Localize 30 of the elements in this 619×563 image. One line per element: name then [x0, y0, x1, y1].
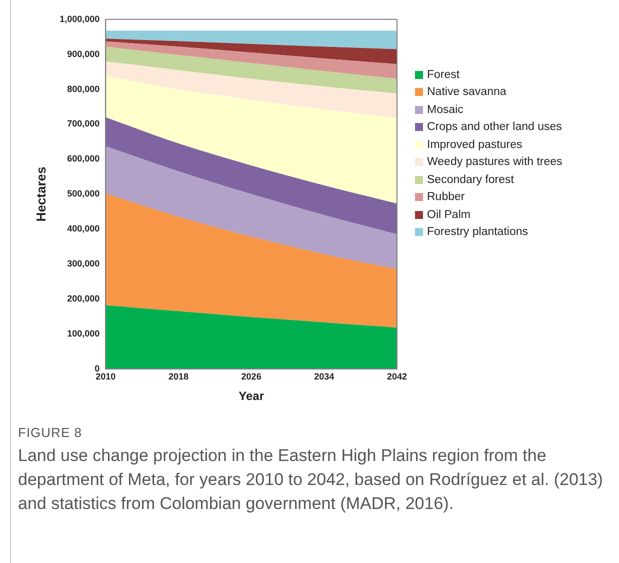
y-tick-label: 300,000	[67, 258, 100, 268]
y-tick-label: 900,000	[67, 48, 100, 59]
y-tick-label: 100,000	[67, 328, 100, 338]
legend-label: Forestry plantations	[427, 226, 528, 238]
legend-label: Weedy pastures with trees	[427, 156, 562, 168]
x-tick-label: 2018	[168, 372, 188, 382]
y-tick-label: 600,000	[67, 154, 100, 164]
x-tick-label: 2034	[314, 372, 334, 382]
legend-label: Native savanna	[427, 86, 506, 98]
y-tick-label: 500,000	[67, 188, 100, 199]
y-tick-label: 0	[94, 363, 100, 374]
y-tick-label: 800,000	[67, 84, 100, 94]
legend-label: Mosaic	[427, 104, 464, 116]
legend-label: Crops and other land uses	[427, 121, 562, 134]
legend-label: Rubber	[427, 191, 465, 204]
x-axis-title: Year	[238, 389, 264, 404]
legend-label: Forest	[427, 68, 460, 81]
x-tick-label: 2010	[96, 372, 116, 382]
legend-label: Secondary forest	[427, 174, 514, 186]
legend-label: Oil Palm	[427, 208, 470, 221]
x-tick-label: 2042	[386, 372, 408, 382]
x-tick-label: 2026	[241, 372, 262, 382]
y-tick-label: 1,000,000	[60, 14, 100, 24]
y-tick-label: 200,000	[67, 293, 100, 304]
caption: FIGURE 8	[18, 425, 83, 440]
y-axis-title: Hectares	[33, 166, 48, 222]
y-tick-label: 400,000	[67, 224, 100, 234]
legend-label: Improved pastures	[427, 138, 522, 151]
y-tick-label: 700,000	[67, 118, 100, 129]
text: Land use change projection in the Eastern High Plains region from the department of Meta, for years 2010 to 2042, based on Rodríguez et al. (2013) and statistics from Colombian government (MADR, 2016).	[18, 445, 604, 515]
